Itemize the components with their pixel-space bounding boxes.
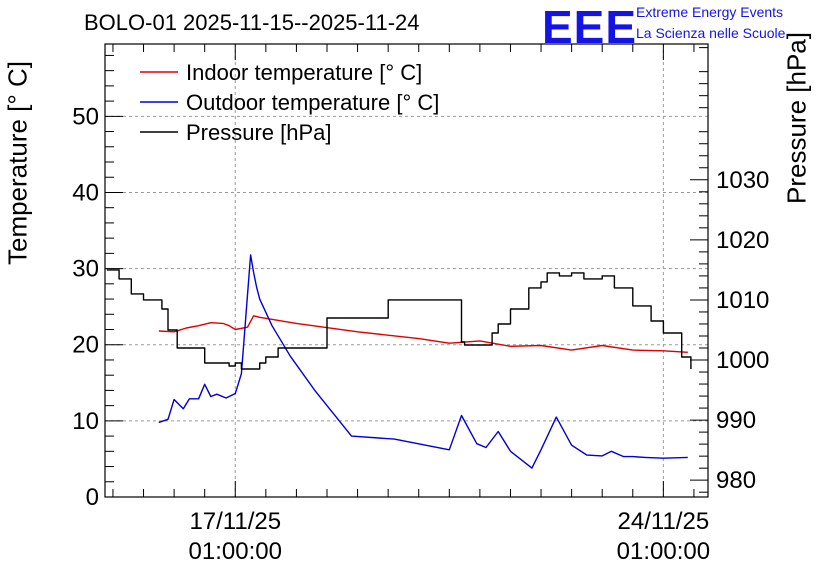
y-right-tick-label: 1020: [716, 227, 769, 254]
x-tick-label-date: 24/11/25: [618, 508, 710, 535]
y-right-tick-label: 1000: [716, 347, 769, 374]
y-left-tick-label: 30: [72, 256, 99, 283]
series-group: [107, 255, 691, 468]
y-right-tick-label: 1030: [716, 167, 769, 194]
legend-pressure-label: Pressure [hPa]: [186, 120, 332, 145]
x-tick-label-time: 01:00:00: [617, 538, 710, 565]
pressure-line: [107, 270, 691, 369]
axes: 01020304050980990100010101020103017/11/2…: [72, 44, 769, 565]
legend-indoor-temperature-label: Indoor temperature [° C]: [186, 60, 422, 85]
y-left-tick-label: 40: [72, 179, 99, 206]
y-left-tick-label: 10: [72, 408, 99, 435]
y-right-tick-label: 1010: [716, 287, 769, 314]
x-tick-label-time: 01:00:00: [189, 538, 282, 565]
chart-canvas: 01020304050980990100010101020103017/11/2…: [0, 0, 836, 572]
y-right-tick-label: 990: [716, 407, 756, 434]
indoor-temperature-line: [159, 316, 688, 353]
y-left-tick-label: 0: [86, 484, 99, 511]
y-right-tick-label: 980: [716, 467, 756, 494]
y-left-tick-label: 50: [72, 103, 99, 130]
legend: Indoor temperature [° C] Outdoor temperat…: [140, 60, 439, 145]
y-left-tick-label: 20: [72, 332, 99, 359]
outdoor-temperature-line: [159, 255, 688, 468]
x-tick-label-date: 17/11/25: [189, 508, 281, 535]
legend-outdoor-temperature-label: Outdoor temperature [° C]: [186, 90, 439, 115]
